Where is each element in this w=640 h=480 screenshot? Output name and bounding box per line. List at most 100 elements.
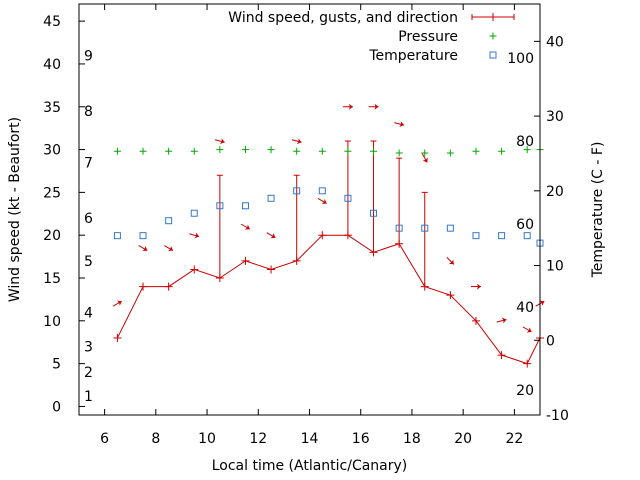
wind-speed-point <box>241 256 250 265</box>
beaufort-label: 3 <box>84 340 93 356</box>
pressure-point <box>241 146 249 154</box>
temperature-point <box>190 209 198 217</box>
y-right-tick-label: -10 <box>546 408 569 424</box>
wind-speed-point <box>497 351 506 360</box>
wind-direction-arrow <box>189 232 200 239</box>
plot-area-frame <box>78 3 541 416</box>
y-axis-right-title: Temperature (C - F) <box>590 142 606 279</box>
beaufort-label: 6 <box>84 211 93 227</box>
wind-speed-point <box>139 282 148 291</box>
temperature-point <box>241 202 249 210</box>
temperature-point <box>344 194 352 202</box>
wind-speed-point <box>267 265 276 274</box>
wind-speed-point <box>446 291 455 300</box>
y-right-tick-label: 40 <box>546 34 564 50</box>
pressure-point <box>421 149 429 157</box>
wind-speed-point <box>395 239 404 248</box>
wind-speed-point <box>523 359 532 368</box>
pressure-point <box>318 147 326 155</box>
y-right-tick-label: 10 <box>546 259 564 275</box>
wind-direction-arrow <box>368 103 379 110</box>
fahrenheit-label: 80 <box>516 134 534 150</box>
y-left-tick-label: 25 <box>43 185 61 201</box>
pressure-point <box>113 147 121 155</box>
wind-direction-arrow <box>138 245 148 252</box>
temperature-point <box>523 232 531 240</box>
wind-direction-arrow <box>164 245 174 252</box>
y-axis-left-title: Wind speed (kt - Beaufort) <box>7 117 23 302</box>
wind-direction-arrow <box>266 232 276 239</box>
wind-direction-arrow <box>446 256 455 265</box>
y-left-tick-label: 40 <box>43 57 61 73</box>
y-left-tick-label: 45 <box>43 14 61 30</box>
pressure-point <box>139 147 147 155</box>
x-tick-label: 20 <box>454 431 472 447</box>
wind-speed-point <box>420 282 429 291</box>
wind-direction-arrow <box>240 223 251 230</box>
y-left-tick-label: 5 <box>52 357 61 373</box>
beaufort-label: 7 <box>84 155 93 171</box>
temperature-point <box>216 202 224 210</box>
wind-direction-arrow <box>291 138 302 145</box>
wind-direction-arrow <box>214 138 225 145</box>
legend: Wind speed, gusts, and direction Pressure… <box>228 10 515 64</box>
fahrenheit-label: 60 <box>516 217 534 233</box>
y-right-tick-label: 30 <box>546 109 564 125</box>
x-tick-label: 6 <box>100 431 109 447</box>
wind-speed-point <box>292 256 301 265</box>
wind-speed-point <box>343 231 352 240</box>
x-tick-label: 14 <box>301 431 319 447</box>
pressure-point <box>498 147 506 155</box>
pressure-point <box>446 149 454 157</box>
beaufort-label: 1 <box>84 389 93 405</box>
wind-direction-arrow <box>342 103 353 110</box>
wind-speed-point <box>318 231 327 240</box>
temperature-point <box>293 187 301 195</box>
wind-speed-point <box>369 248 378 257</box>
x-tick-label: 22 <box>505 431 523 447</box>
pressure-point <box>216 146 224 154</box>
temperature-point <box>370 209 378 217</box>
legend-swatch-plus <box>489 32 497 40</box>
pressure-point <box>190 147 198 155</box>
temperature-point <box>472 232 480 240</box>
wind-speed-point <box>471 316 480 325</box>
fahrenheit-label: 100 <box>507 51 534 67</box>
temperature-point <box>446 224 454 232</box>
wind-speed-point <box>190 265 199 274</box>
temperature-point <box>139 232 147 240</box>
wind-speed-point <box>215 274 224 282</box>
fahrenheit-label: 20 <box>516 383 534 399</box>
x-tick-label: 18 <box>403 431 421 447</box>
wind-direction-arrow <box>496 317 507 324</box>
wind-direction-arrow <box>317 198 327 205</box>
pressure-point <box>165 147 173 155</box>
x-tick-label: 12 <box>249 431 267 447</box>
pressure-point <box>370 147 378 155</box>
temperature-point <box>267 194 275 202</box>
temperature-point <box>318 187 326 195</box>
pressure-point <box>523 146 531 154</box>
y-left-tick-label: 30 <box>43 143 61 159</box>
wind-direction-arrow <box>522 326 532 333</box>
wind-direction-arrow <box>470 283 481 290</box>
pressure-point <box>395 149 403 157</box>
temperature-point <box>498 232 506 240</box>
legend-label: Temperature <box>368 48 458 64</box>
legend-label: Wind speed, gusts, and direction <box>228 10 458 26</box>
legend-swatch-square <box>489 51 497 59</box>
y-left-tick-label: 15 <box>43 271 61 287</box>
wind-direction-arrow <box>421 153 428 163</box>
x-tick-label: 10 <box>198 431 216 447</box>
beaufort-label: 8 <box>84 104 93 120</box>
wind-direction-arrow <box>112 300 122 307</box>
temperature-point <box>421 224 429 232</box>
x-axis-title: Local time (Atlantic/Canary) <box>212 458 408 474</box>
y-left-tick-label: 35 <box>43 100 61 116</box>
fahrenheit-label: 40 <box>516 300 534 316</box>
wind-speed-point <box>164 282 173 291</box>
axis-layer: 6 8 10 12 14 16 18 20 22051015202530354045-10010… <box>43 4 569 447</box>
wind-speed-point <box>113 333 122 342</box>
